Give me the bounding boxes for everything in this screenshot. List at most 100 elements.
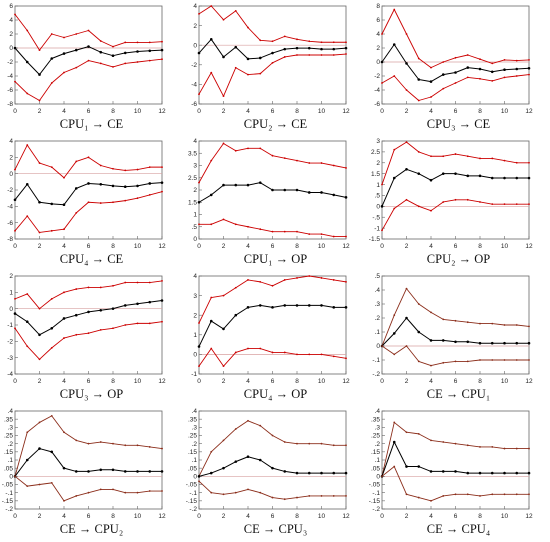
y-tick-label: .4 bbox=[192, 408, 198, 415]
y-tick-label: 1 bbox=[193, 212, 197, 219]
irf-point bbox=[209, 38, 213, 41]
upper-band-point bbox=[112, 45, 114, 48]
upper-band-point bbox=[308, 40, 311, 43]
upper-band-point bbox=[148, 281, 151, 284]
irf-point bbox=[209, 471, 213, 475]
lower-band-point bbox=[148, 194, 151, 196]
x-tick-label: 10 bbox=[501, 243, 509, 250]
lower-band-point bbox=[528, 359, 530, 361]
irf-point bbox=[99, 468, 103, 472]
lower-band-point bbox=[247, 488, 249, 491]
irf-point bbox=[222, 183, 225, 187]
y-tick-label: -8 bbox=[7, 236, 13, 243]
lower-band-point bbox=[198, 480, 200, 483]
x-tick-label: 2 bbox=[38, 108, 42, 115]
lower-band-point bbox=[99, 62, 102, 65]
y-tick-label: -4 bbox=[7, 371, 13, 378]
irf-point bbox=[295, 46, 299, 50]
irf-point bbox=[478, 67, 482, 71]
lower-band-point bbox=[210, 491, 213, 494]
lower-band-point bbox=[26, 92, 29, 95]
x-tick-label: 4 bbox=[429, 378, 433, 385]
upper-band-point bbox=[442, 61, 445, 63]
y-tick-label: 6 bbox=[376, 17, 380, 24]
upper-band-point bbox=[283, 279, 286, 281]
upper-band-point bbox=[136, 41, 139, 44]
irf-point bbox=[234, 460, 238, 463]
y-tick-label: .4 bbox=[8, 408, 14, 415]
upper-band-point bbox=[491, 62, 494, 65]
upper-band-point bbox=[381, 183, 383, 186]
irf-point bbox=[62, 52, 66, 55]
upper-band-point bbox=[320, 277, 323, 279]
x-tick-label: 12 bbox=[158, 108, 166, 115]
upper-band-point bbox=[442, 155, 445, 158]
x-tick-label: 2 bbox=[222, 108, 226, 115]
x-tick-label: 8 bbox=[478, 513, 482, 520]
lower-band-point bbox=[442, 495, 445, 497]
x-tick-label: 6 bbox=[454, 108, 458, 115]
lower-band-point bbox=[430, 209, 432, 212]
lower-band-point bbox=[308, 233, 311, 235]
y-tick-label: .3 bbox=[8, 425, 14, 432]
y-tick-label: -1 bbox=[191, 371, 197, 378]
lower-band-point bbox=[50, 346, 53, 349]
irf-point bbox=[320, 471, 323, 475]
upper-band-point bbox=[38, 307, 41, 310]
irf-point bbox=[515, 341, 519, 345]
y-tick-label: .4 bbox=[375, 287, 381, 294]
upper-band-point bbox=[271, 284, 274, 287]
upper-band-point bbox=[308, 442, 311, 445]
upper-band-point bbox=[75, 33, 78, 35]
irf-plot: -.2-.15-.1-.050.05.1.15.2.25.3.35.40 2 4 6 8… bbox=[186, 408, 350, 520]
lower-band-point bbox=[528, 493, 530, 496]
lower-band-point bbox=[87, 201, 90, 204]
lower-band-point bbox=[491, 493, 494, 496]
y-tick-label: -.1 bbox=[5, 490, 13, 497]
y-tick-label: .2 bbox=[375, 315, 381, 322]
irf-point bbox=[99, 50, 103, 54]
y-tick-label: 0 bbox=[9, 171, 13, 178]
lower-band-point bbox=[332, 54, 335, 56]
y-tick-label: 1.5 bbox=[188, 199, 197, 206]
upper-band-point bbox=[430, 311, 432, 314]
irf-point bbox=[234, 45, 238, 49]
irf-point bbox=[25, 458, 29, 462]
upper-band-point bbox=[259, 147, 262, 150]
upper-band-point bbox=[332, 164, 335, 167]
upper-band-point bbox=[479, 58, 481, 61]
irf-point bbox=[332, 306, 336, 309]
lower-band-point bbox=[430, 364, 432, 367]
irf-point bbox=[515, 176, 519, 180]
lower-band-point bbox=[75, 211, 78, 214]
irf-point bbox=[283, 304, 287, 307]
irf-plot: -.2-.15-.1-.050.05.1.15.2.25.3.35.40 2 4 6 8… bbox=[2, 408, 166, 520]
x-tick-label: 0 bbox=[13, 513, 17, 520]
upper-band-point bbox=[503, 324, 506, 326]
lower-band-point bbox=[308, 353, 311, 356]
upper-band-point bbox=[491, 322, 494, 325]
irf-plot: -8 -6 -4 -2 0 2 4 0 2 4 6 8 10 12 bbox=[7, 138, 166, 250]
x-tick-label: 10 bbox=[318, 378, 326, 385]
lower-band-point bbox=[454, 493, 457, 496]
upper-band-point bbox=[491, 157, 494, 160]
lower-band-point bbox=[271, 351, 274, 354]
panel-title: CPU₃ → CE bbox=[426, 117, 491, 131]
y-tick-label: .25 bbox=[188, 433, 197, 440]
y-tick-label: 0 bbox=[193, 236, 197, 243]
irf-point bbox=[466, 471, 470, 475]
lower-band-point bbox=[136, 491, 139, 494]
upper-band-line bbox=[198, 142, 347, 183]
upper-band-point bbox=[417, 432, 420, 435]
upper-band-point bbox=[234, 286, 237, 289]
upper-band-point bbox=[198, 12, 200, 15]
lower-band-point bbox=[283, 498, 286, 501]
plot-frame bbox=[198, 275, 347, 375]
lower-band-line bbox=[198, 480, 346, 500]
x-tick-label: 12 bbox=[158, 378, 166, 385]
upper-band-point bbox=[136, 444, 139, 447]
panel-title: CE → CPU₁ bbox=[426, 387, 491, 401]
plot-frame bbox=[14, 275, 163, 375]
x-tick-label: 8 bbox=[295, 243, 299, 250]
irf-point bbox=[74, 470, 78, 473]
